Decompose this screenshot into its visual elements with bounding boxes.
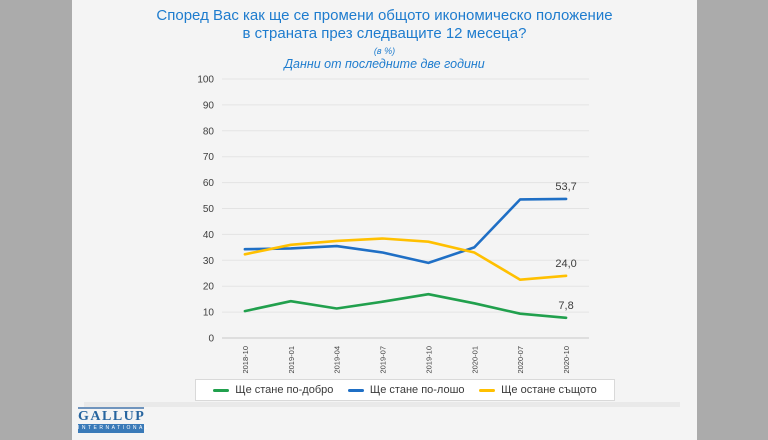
legend-label: Ще стане по-лошо xyxy=(369,384,465,396)
y-axis-tick-label: 30 xyxy=(203,256,215,267)
y-axis-tick-label: 10 xyxy=(203,308,215,319)
x-axis-tick-label: 2019-07 xyxy=(379,346,388,374)
legend-dash-green-icon xyxy=(213,388,230,392)
y-axis-tick-label: 0 xyxy=(208,334,214,345)
y-axis-tick-label: 20 xyxy=(203,282,215,293)
y-axis-tick-label: 50 xyxy=(203,204,215,215)
legend-dash-blue-icon xyxy=(347,388,364,392)
data-label: 7,8 xyxy=(558,300,573,312)
y-axis-tick-label: 90 xyxy=(203,100,215,111)
slide: Според Вас как ще се промени общото икон… xyxy=(72,0,697,440)
series-line xyxy=(243,197,568,265)
x-axis-tick-label: 2019-01 xyxy=(287,346,296,374)
title-block: Според Вас как ще се промени общото икон… xyxy=(72,7,697,71)
unit-note: (в %) xyxy=(373,46,396,56)
y-axis-tick-label: 100 xyxy=(197,75,214,86)
chart-legend: Ще стане по-добро Ще стане по-лошо Ще ос… xyxy=(195,379,615,401)
legend-label: Ще остане същото xyxy=(501,384,597,396)
y-axis-tick-label: 80 xyxy=(203,126,215,137)
gallup-logo-international-bar: INTERNATIONAL xyxy=(78,424,151,433)
x-axis-tick-label: 2020-10 xyxy=(562,346,571,374)
y-axis-tick-label: 70 xyxy=(203,152,215,163)
gallup-logo-wordmark: GALLUP xyxy=(78,407,146,424)
x-axis-tick-label: 2019-10 xyxy=(424,346,433,374)
x-axis-tick-label: 2018-10 xyxy=(241,346,250,374)
series-line xyxy=(243,292,568,320)
chart-canvas: 0 10 20 30 40 50 60 70 80 90 100 2018-10 2019-01 2019… xyxy=(197,75,589,374)
chart-title-line2: в страната през следващите 12 месеца? xyxy=(242,25,527,42)
x-axis-tick-label: 2019-04 xyxy=(333,346,342,374)
legend-label: Ще стане по-добро xyxy=(235,384,334,396)
legend-dash-yellow-icon xyxy=(479,388,496,392)
footer-divider xyxy=(84,402,680,407)
chart-subtitle: Данни от последните две години xyxy=(284,57,485,71)
series-line xyxy=(243,237,568,281)
data-label: 24,0 xyxy=(555,258,576,270)
line-chart: 0 10 20 30 40 50 60 70 80 90 100 2018-10 2019-01 2019… xyxy=(132,70,612,378)
legend-item-worse: Ще стане по-лошо xyxy=(347,384,465,396)
data-label: 53,7 xyxy=(555,181,576,193)
x-axis-tick-label: 2020-01 xyxy=(470,346,479,374)
legend-item-better: Ще стане по-добро xyxy=(213,384,333,396)
x-axis-tick-label: 2020-07 xyxy=(516,346,525,374)
chart-title-line1: Според Вас как ще се промени общото икон… xyxy=(156,7,613,24)
y-axis-tick-label: 60 xyxy=(203,178,215,189)
legend-item-same: Ще остане същото xyxy=(479,384,597,396)
gallup-logo: GALLUP INTERNATIONAL xyxy=(78,407,151,433)
y-axis-tick-label: 40 xyxy=(203,230,215,241)
